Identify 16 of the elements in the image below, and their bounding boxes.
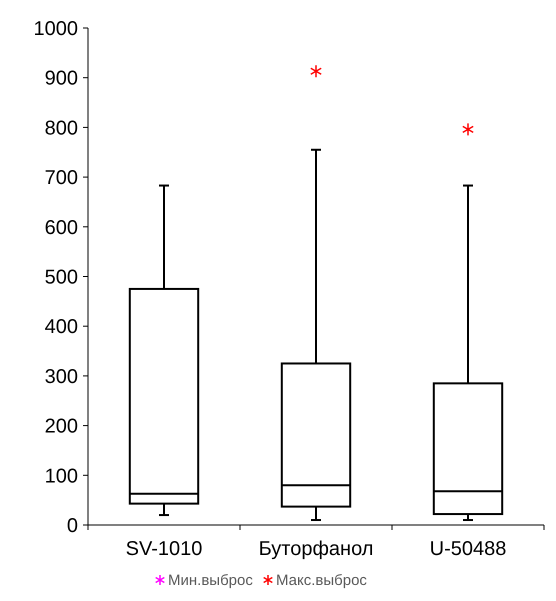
y-tick-label: 700 bbox=[44, 167, 78, 190]
y-tick-label: 100 bbox=[44, 465, 78, 488]
y-tick-label: 500 bbox=[44, 266, 78, 288]
y-tick-label: 0 bbox=[66, 515, 78, 537]
y-tick-label: 600 bbox=[44, 216, 78, 239]
y-tick-label: 1000 bbox=[34, 18, 78, 40]
y-tick-label: 800 bbox=[44, 117, 78, 140]
legend-label: Макс.выброс bbox=[276, 572, 368, 589]
y-tick-label: 200 bbox=[44, 416, 78, 438]
legend-label: Мин.выброс bbox=[168, 572, 254, 589]
x-tick-label: SV-1010 bbox=[126, 538, 202, 560]
y-tick-label: 300 bbox=[44, 366, 78, 388]
x-tick-label: U-50488 bbox=[430, 538, 506, 560]
y-tick-label: 900 bbox=[44, 68, 78, 90]
y-tick-label: 400 bbox=[44, 316, 78, 338]
x-tick-label: Буторфанол bbox=[258, 538, 374, 560]
